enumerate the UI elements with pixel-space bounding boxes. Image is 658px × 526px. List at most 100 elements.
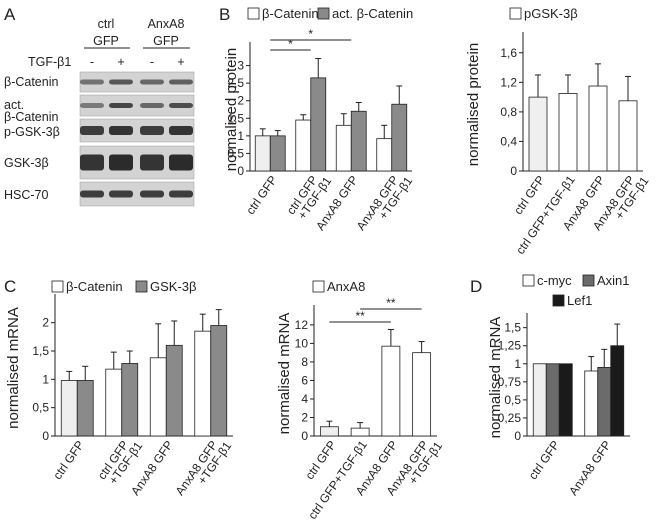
- panel-letter-b: B: [219, 5, 230, 24]
- bar: [310, 77, 327, 172]
- blot-lane-sign: +: [117, 55, 124, 69]
- y-tick-label: 0,5: [227, 146, 244, 160]
- bar: [319, 426, 339, 437]
- panel-letter-a: A: [4, 5, 16, 24]
- y-tick-label: 0: [237, 164, 244, 178]
- blot-band: [169, 126, 193, 135]
- bar: [376, 138, 393, 172]
- y-tick-label: 0,8: [500, 105, 517, 119]
- legend-swatch: [509, 7, 522, 20]
- bar: [618, 100, 638, 172]
- legend-swatch: [247, 7, 260, 20]
- y-tick-label: 2,5: [227, 76, 244, 90]
- y-tick-label: 0: [42, 429, 49, 443]
- bar: [165, 344, 183, 437]
- y-tick-label: 1,5: [227, 111, 244, 125]
- blot-band: [109, 154, 133, 171]
- legend-label: GSK-3β: [150, 279, 197, 294]
- y-tick-label: 3: [237, 59, 244, 73]
- blot-band: [140, 103, 164, 108]
- blot-lane-sign: +: [177, 55, 184, 69]
- panel-letter-c: C: [4, 277, 16, 296]
- blot-row-label: p-GSK-3β: [4, 125, 60, 139]
- y-tick-label: 2: [237, 94, 244, 108]
- bar: [597, 366, 612, 437]
- bar: [412, 352, 432, 437]
- legend-swatch: [552, 294, 565, 307]
- y-axis-label: normalised protein: [465, 43, 482, 166]
- bar: [121, 363, 139, 437]
- y-tick-label: 0: [301, 429, 308, 443]
- y-tick-label: 1: [42, 372, 49, 386]
- blot-band: [80, 79, 104, 85]
- blot-group-ctrl: ctrl GFP: [93, 17, 119, 48]
- legend-swatch: [522, 274, 535, 287]
- blot-band: [169, 154, 193, 171]
- legend-label: pGSK-3β: [524, 6, 578, 21]
- y-tick-label: 2: [301, 410, 308, 424]
- category-label: ctrl GFP: [243, 173, 280, 217]
- bar: [194, 330, 212, 437]
- bar: [295, 119, 312, 172]
- blot-band: [140, 126, 164, 135]
- legend-swatch: [51, 280, 64, 293]
- significance-label: *: [308, 27, 313, 41]
- y-axis-label: normalised mRNA: [487, 317, 504, 439]
- bar: [545, 363, 560, 437]
- legend-label: c-myc: [537, 273, 572, 288]
- y-tick-label: 0,5: [32, 401, 49, 415]
- category-label: AnxA8 GFP: [566, 438, 614, 498]
- legend-label: act. β-Catenin: [332, 6, 413, 21]
- legend-swatch: [582, 274, 595, 287]
- blot-lane-sign: -: [150, 55, 154, 69]
- category-label: AnxA8 GFP+TGF-β1: [354, 167, 416, 240]
- y-axis-label: normalised mRNA: [276, 313, 293, 435]
- bar: [610, 345, 625, 437]
- blot-band: [80, 126, 104, 135]
- blot-row-label: act. β-Catenin: [4, 98, 58, 124]
- y-tick-label: 0,4: [500, 134, 517, 148]
- bar: [254, 135, 271, 172]
- y-tick-label: 10: [295, 336, 309, 350]
- y-tick-label: 6: [301, 373, 308, 387]
- legend-label: Lef1: [567, 293, 592, 308]
- y-tick-label: 1,2: [500, 75, 517, 89]
- bar: [149, 357, 167, 437]
- legend-label: β-Catenin: [262, 6, 319, 21]
- bar: [391, 103, 408, 172]
- y-tick-label: 1,5: [504, 321, 521, 335]
- y-tick-label: 1,25: [498, 339, 522, 353]
- blot-treatment-label: TGF-β1: [28, 55, 71, 69]
- y-tick-label: 0,5: [504, 393, 521, 407]
- western-blot-panel: ctrl GFP AnxA8 GFP TGF-β1 - + - + β-Catenin act. β-…: [4, 17, 195, 207]
- blot-band: [140, 190, 164, 198]
- y-tick-label: 0,25: [498, 411, 522, 425]
- charts: 0 0,5 1 1,5 2 2,5 3 normalised protein ctrl GFP c…: [5, 6, 652, 522]
- legend-label: AnxA8: [327, 279, 365, 294]
- bar: [350, 427, 370, 437]
- blot-band: [109, 126, 133, 135]
- blot-band: [80, 190, 104, 198]
- bar: [532, 363, 547, 437]
- blot-band: [109, 190, 133, 198]
- category-label: ctrl GFP: [50, 438, 87, 482]
- bar: [335, 124, 352, 172]
- y-tick-label: 0: [510, 164, 517, 178]
- legend-swatch: [312, 280, 325, 293]
- y-tick-label: 8: [301, 355, 308, 369]
- legend-label: β-Catenin: [66, 279, 123, 294]
- significance-label: **: [355, 309, 365, 323]
- legend-swatch: [135, 280, 148, 293]
- panel-letter-d: D: [470, 277, 482, 296]
- category-label: AnxA8 GFP+TGF-β1: [173, 432, 235, 505]
- y-tick-label: 1: [237, 129, 244, 143]
- y-tick-label: 2: [42, 316, 49, 330]
- y-tick-label: 4: [301, 392, 308, 406]
- legend-label: Axin1: [597, 273, 630, 288]
- legend-swatch: [317, 7, 330, 20]
